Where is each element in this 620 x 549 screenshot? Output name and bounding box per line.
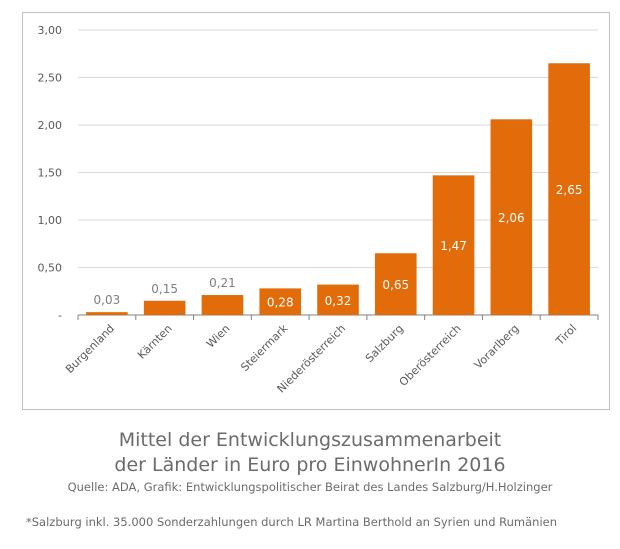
chart-title-line1: Mittel der Entwicklungszusammenarbeit <box>118 429 502 451</box>
data-label: 0,65 <box>382 278 409 292</box>
x-tick-label: Vorarlberg <box>472 322 522 372</box>
x-tick-label: Burgenland <box>63 322 117 376</box>
y-tick-label: 1,00 <box>38 214 63 227</box>
bar <box>259 288 302 315</box>
x-tick-label: Wien <box>204 322 233 351</box>
bar <box>490 119 533 315</box>
x-tick-label: Tirol <box>553 322 580 349</box>
data-label: 2,06 <box>498 211 525 225</box>
x-tick-label: Kärnten <box>135 322 175 362</box>
bar <box>86 312 128 315</box>
bar-chart: - 0,50 1,00 1,50 2,00 2,50 3,00 0,03 Burgenland 0… <box>22 12 610 410</box>
chart-frame <box>22 12 610 410</box>
bar <box>548 63 590 315</box>
y-tick-label: 2,50 <box>38 72 63 85</box>
bar <box>143 300 186 315</box>
data-label: 0,28 <box>267 296 294 310</box>
bar <box>201 295 244 315</box>
x-tick-label: Oberösterreich <box>397 322 464 389</box>
data-label: 0,32 <box>325 294 352 308</box>
data-label: 1,47 <box>440 239 467 253</box>
data-label: 2,65 <box>556 183 583 197</box>
bar <box>374 253 417 315</box>
y-tick-label: 3,00 <box>38 24 63 37</box>
chart-source: Quelle: ADA, Grafik: Entwicklungspolitis… <box>67 480 553 494</box>
chart-title-line2: der Länder in Euro pro EinwohnerIn 2016 <box>114 454 506 476</box>
data-label: 0,21 <box>209 276 236 290</box>
x-tick-label: Steiermark <box>238 321 290 373</box>
y-tick-label: 1,50 <box>38 167 63 180</box>
data-label: 0,03 <box>94 293 121 307</box>
data-label: 0,15 <box>151 282 178 296</box>
x-tick-label: Salzburg <box>363 322 406 365</box>
y-tick-label: 2,00 <box>38 119 63 132</box>
chart-footnote: *Salzburg inkl. 35.000 Sonderzahlungen d… <box>26 515 558 529</box>
bar <box>432 175 475 315</box>
bar <box>317 284 359 315</box>
y-tick-label: 0,50 <box>38 262 63 275</box>
y-tick-label: - <box>58 309 62 322</box>
